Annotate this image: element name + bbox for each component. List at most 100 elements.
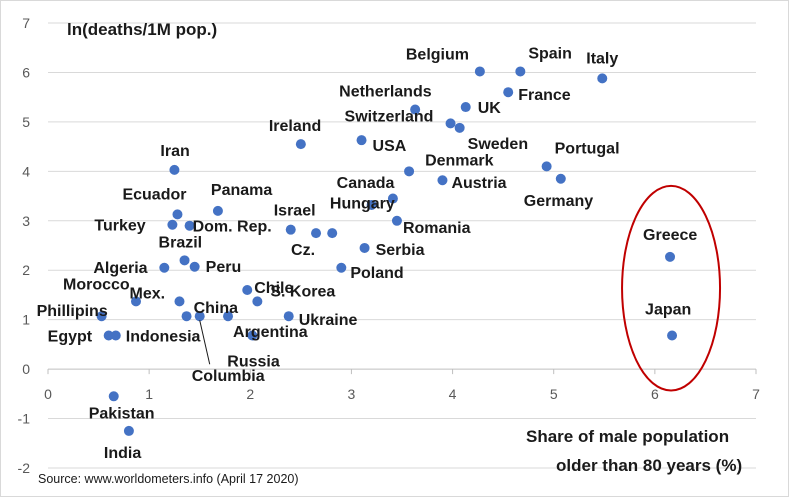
y-tick-label: 2 (22, 262, 30, 278)
point-label: Columbia (192, 368, 265, 385)
point-label: Morocco (63, 276, 130, 293)
data-point (359, 242, 370, 253)
y-tick-label: 7 (22, 15, 30, 31)
point-label: Cz. (291, 242, 315, 259)
data-point (366, 199, 377, 210)
x-tick-label: 0 (44, 386, 52, 402)
data-point (123, 425, 134, 436)
data-point (174, 296, 185, 307)
y-tick-label: 4 (22, 163, 30, 179)
point-label: S. Korea (270, 283, 335, 300)
data-point (103, 330, 114, 341)
y-tick-label: 1 (22, 312, 30, 328)
point-label: Italy (586, 50, 618, 67)
data-point (437, 175, 448, 186)
data-point (130, 296, 141, 307)
point-label: Pakistan (89, 405, 155, 422)
point-label: Denmark (425, 152, 494, 169)
data-point (665, 251, 676, 262)
point-label: Portugal (555, 140, 620, 157)
point-label: Spain (528, 45, 572, 62)
point-label: Japan (645, 301, 691, 318)
x-tick-label: 3 (348, 386, 356, 402)
point-label: USA (373, 138, 407, 155)
point-label: Russia (227, 353, 280, 370)
point-label: Germany (524, 193, 593, 210)
highlight-ellipse (621, 184, 722, 392)
data-point (336, 262, 347, 273)
point-label: UK (478, 100, 502, 117)
point-label: Turkey (94, 218, 145, 235)
y-tick-label: 0 (22, 361, 30, 377)
data-point (172, 209, 183, 220)
data-point (474, 66, 485, 77)
data-point (283, 311, 294, 322)
source-note: Source: www.worldometers.info (April 17 … (38, 472, 299, 486)
point-label: Dom. Rep. (193, 219, 272, 236)
point-label: Poland (350, 265, 403, 282)
data-point (356, 135, 367, 146)
x-tick-label: 7 (752, 386, 760, 402)
point-label: Netherlands (339, 84, 432, 101)
data-point (410, 104, 421, 115)
data-point (541, 161, 552, 172)
point-label: India (104, 445, 141, 462)
x-tick-label: 6 (651, 386, 659, 402)
data-point (194, 311, 205, 322)
data-point (667, 330, 678, 341)
data-point (327, 228, 338, 239)
data-point (223, 311, 234, 322)
data-point (460, 102, 471, 113)
data-point (387, 193, 398, 204)
point-label: Argentina (233, 324, 308, 341)
point-label: Ireland (269, 118, 321, 135)
point-label: Indonesia (126, 328, 201, 345)
data-point (515, 66, 526, 77)
point-label: Serbia (376, 242, 425, 259)
y-tick-label: 6 (22, 64, 30, 80)
data-point (179, 255, 190, 266)
x-axis-title-line-2: older than 80 years (%) (556, 456, 742, 475)
point-label: China (194, 300, 239, 317)
data-point (184, 220, 195, 231)
point-label: Iran (160, 143, 189, 160)
data-point (169, 164, 180, 175)
y-tick-label: -1 (18, 411, 31, 427)
data-point (167, 219, 178, 230)
point-label: Sweden (468, 136, 528, 153)
point-label: Austria (451, 175, 506, 192)
point-label: Algeria (93, 260, 147, 277)
y-tick-label: 3 (22, 213, 30, 229)
data-point (110, 330, 121, 341)
data-point (285, 224, 296, 235)
data-point (503, 87, 514, 98)
data-point (555, 173, 566, 184)
data-point (454, 122, 465, 133)
data-point (445, 118, 456, 129)
point-label: Peru (206, 259, 242, 276)
data-point (404, 166, 415, 177)
point-label: Mex. (129, 285, 165, 302)
data-point (242, 285, 253, 295)
point-label: Brazil (159, 234, 203, 251)
point-label: Ecuador (122, 186, 186, 203)
data-point (597, 73, 608, 84)
point-label: Egypt (48, 328, 93, 345)
point-label: Belgium (406, 46, 469, 63)
data-point (247, 330, 258, 341)
point-label: Israel (274, 203, 316, 220)
point-label: Romania (403, 220, 471, 237)
point-label: Panama (211, 182, 272, 199)
point-label: Phillipins (37, 303, 108, 320)
point-label: Greece (643, 227, 697, 244)
data-point (108, 391, 119, 402)
y-tick-label: 5 (22, 114, 30, 130)
point-label: Ukraine (299, 312, 358, 329)
y-tick-label: -2 (18, 460, 31, 476)
data-point (252, 296, 263, 307)
x-axis-title-line-1: Share of male population (526, 427, 729, 446)
data-point (391, 215, 402, 226)
data-point (96, 311, 107, 322)
